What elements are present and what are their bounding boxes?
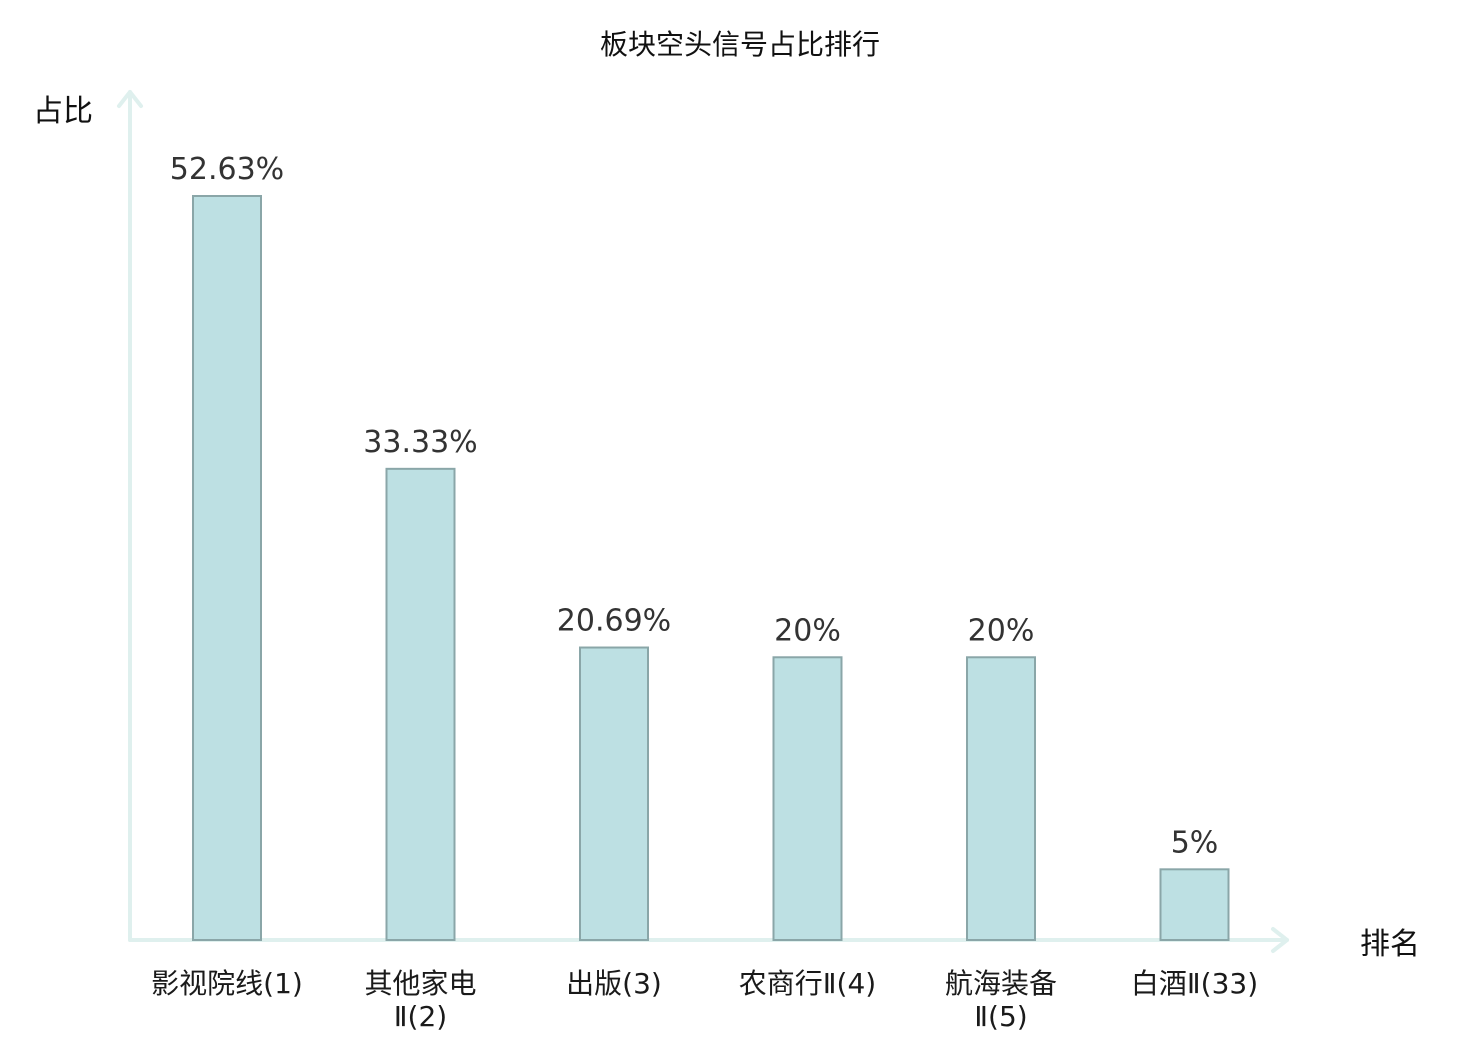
value-label: 52.63%	[170, 152, 284, 187]
category-label: 影视院线(1)	[151, 967, 303, 1000]
value-label: 33.33%	[363, 425, 477, 460]
y-axis-label: 占比	[33, 94, 93, 129]
x-axis-label: 排名	[1360, 927, 1420, 962]
value-label: 20%	[774, 613, 841, 648]
category-labels-group: 影视院线(1) 其他家电 Ⅱ(2) 出版(3) 农商行Ⅱ(4) 航海装备 Ⅱ(5) 白酒Ⅱ(3…	[151, 967, 1258, 1033]
x-axis	[128, 927, 1289, 953]
category-label: 其他家电 Ⅱ(2)	[364, 967, 476, 1033]
chart-title: 板块空头信号占比排行	[600, 28, 880, 61]
bars-group	[192, 195, 1230, 942]
category-label: 航海装备 Ⅱ(5)	[945, 967, 1057, 1033]
bar	[1159, 868, 1230, 941]
y-axis	[117, 90, 143, 942]
bar	[192, 195, 262, 941]
bar	[966, 656, 1036, 942]
category-label: 出版(3)	[566, 967, 662, 1000]
value-label: 20%	[968, 613, 1035, 648]
value-label: 20.69%	[557, 604, 671, 639]
bar	[385, 467, 456, 941]
value-label: 5%	[1171, 825, 1219, 860]
category-label: 农商行Ⅱ(4)	[739, 967, 876, 1000]
bar	[579, 646, 649, 941]
value-labels-group: 52.63% 33.33% 20.69% 20% 20% 5%	[170, 152, 1218, 860]
bar	[772, 656, 843, 942]
category-label: 白酒Ⅱ(33)	[1131, 967, 1258, 1000]
